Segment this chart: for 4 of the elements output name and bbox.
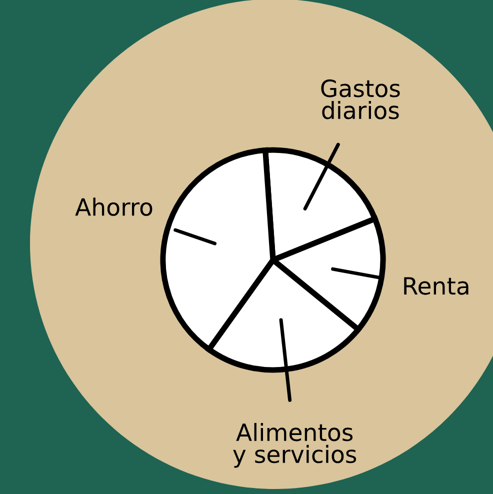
slice-label: Ahorro (75, 198, 152, 216)
slice-label: Renta (404, 277, 468, 295)
slice-label: Gastos diarios (321, 79, 400, 120)
slice-label: Alimentos y servicios (233, 422, 356, 468)
